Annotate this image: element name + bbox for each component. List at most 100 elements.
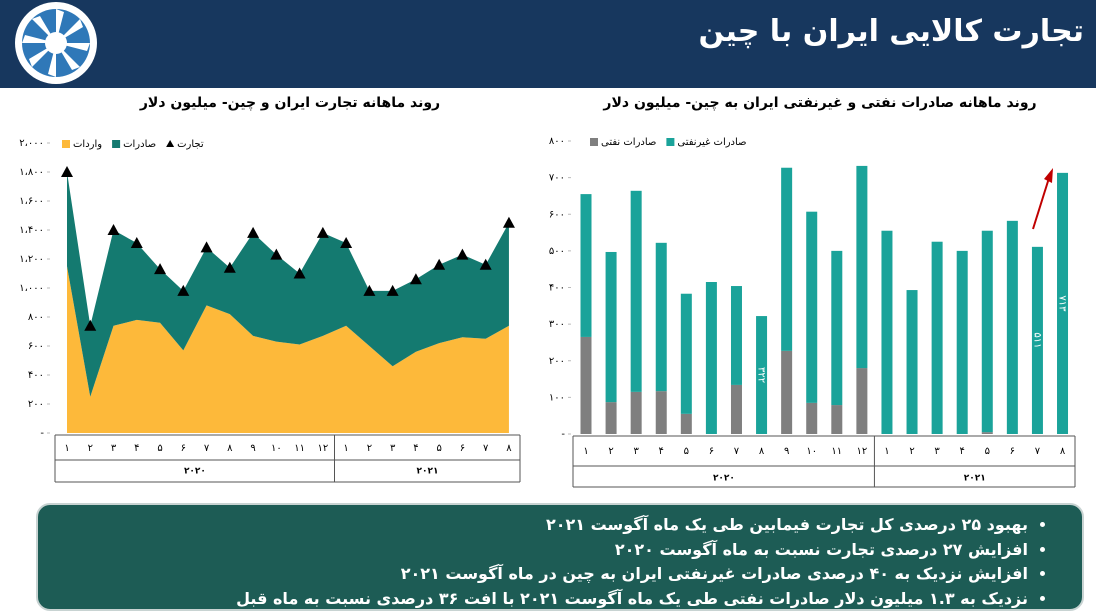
trade-marker xyxy=(316,226,329,238)
charts: روند ماهانه تجارت ایران و چین- میلیون دل… xyxy=(19,95,1076,488)
x-tick-label: ۵ xyxy=(436,443,441,454)
arrow-head xyxy=(1044,168,1053,183)
legend-label: واردات xyxy=(73,139,102,150)
y-tick-label: ۶۰۰ xyxy=(28,341,44,352)
x-tick-label: ۳ xyxy=(390,443,396,454)
value-label: ۷۱۳ xyxy=(1057,295,1068,312)
note-item: افزایش ۲۷ درصدی تجارت نسبت به ماه آگوست … xyxy=(38,538,1028,563)
y-tick-label: ۲،۰۰۰ xyxy=(19,138,44,149)
y-tick-label: ۱،۴۰۰ xyxy=(19,225,44,236)
bar xyxy=(605,251,617,403)
y-tick-label: ۸۰۰ xyxy=(28,312,44,323)
bar xyxy=(605,402,617,434)
area xyxy=(67,266,509,433)
note-item: بهبود ۲۵ درصدی کل تجارت فیمابین طی یک ما… xyxy=(38,513,1028,538)
x-tick-label: ۷ xyxy=(734,446,740,457)
x-tick-label: ۷ xyxy=(1035,446,1041,457)
bar xyxy=(655,391,667,434)
x-group-label: ۲۰۲۱ xyxy=(964,474,986,484)
x-tick-label: ۸ xyxy=(506,443,512,454)
bar xyxy=(856,165,868,369)
bar xyxy=(956,250,968,434)
logo xyxy=(15,2,97,84)
x-tick-label: ۴ xyxy=(413,443,418,454)
x-tick-label: ۳ xyxy=(111,443,117,454)
x-group-label: ۲۰۲۰ xyxy=(184,467,206,477)
bar xyxy=(781,167,793,351)
note-item: نزدیک به ۱.۳ میلیون دلار صادرات نفتی طی … xyxy=(38,587,1028,612)
y-tick-label: ۱،۸۰۰ xyxy=(19,167,44,178)
trade-marker xyxy=(130,237,143,249)
bar xyxy=(580,194,592,337)
y-tick-label: - xyxy=(40,428,44,439)
legend-swatch xyxy=(62,140,70,148)
x-tick-label: ۹ xyxy=(784,446,789,457)
x-tick-label: ۱ xyxy=(64,443,69,454)
trade-marker xyxy=(363,284,376,296)
legend-swatch xyxy=(112,140,121,148)
x-group-label: ۲۰۲۱ xyxy=(417,467,439,477)
bar xyxy=(630,391,642,434)
x-tick-label: ۷ xyxy=(204,443,210,454)
bar xyxy=(981,230,993,433)
y-tick-label: ۵۰۰ xyxy=(549,246,565,257)
x-tick-label: ۳ xyxy=(934,446,940,457)
x-tick-label: ۶ xyxy=(1010,446,1015,457)
bar xyxy=(680,293,692,414)
x-tick-label: ۸ xyxy=(759,446,765,457)
x-tick-label: ۲ xyxy=(88,443,93,454)
y-tick-label: ۱۰۰ xyxy=(549,392,565,403)
bar xyxy=(906,290,918,434)
x-tick-label: ۱۰ xyxy=(271,443,282,454)
bar xyxy=(806,402,818,434)
legend-label: صادرات نفتی xyxy=(601,137,656,148)
x-tick-label: ۱۱ xyxy=(294,443,305,454)
x-tick-label: ۱۲ xyxy=(857,446,868,457)
value-label: ۳۲۲ xyxy=(756,367,767,383)
x-tick-label: ۸ xyxy=(227,443,233,454)
legend-swatch xyxy=(590,138,598,146)
x-tick-label: ۳ xyxy=(633,446,639,457)
trade-marker xyxy=(61,166,73,177)
trade-marker xyxy=(200,241,213,253)
trade-marker xyxy=(247,226,260,238)
bar xyxy=(1057,172,1069,434)
bar xyxy=(705,282,717,434)
x-tick-label: ۴ xyxy=(659,446,664,457)
trade-marker xyxy=(433,258,446,270)
x-tick-label: ۵ xyxy=(985,446,990,457)
x-tick-label: ۴ xyxy=(134,443,139,454)
x-tick-label: ۱۱ xyxy=(831,446,842,457)
bar xyxy=(1006,220,1018,434)
trade-marker xyxy=(293,267,306,279)
chart-title: روند ماهانه صادرات نفتی و غیرنفتی ایران … xyxy=(602,95,1036,111)
y-tick-label: ۱،۶۰۰ xyxy=(19,196,44,207)
arrow xyxy=(1032,177,1050,230)
y-tick-label: ۸۰۰ xyxy=(549,136,565,147)
trade-marker xyxy=(409,273,422,285)
x-tick-label: ۶ xyxy=(709,446,714,457)
y-tick-label: ۴۰۰ xyxy=(28,370,44,381)
bar xyxy=(881,230,893,434)
x-tick-label: ۵ xyxy=(157,443,162,454)
trade-marker xyxy=(154,263,167,275)
legend-swatch xyxy=(166,140,175,147)
trade-marker xyxy=(223,261,236,273)
y-tick-label: ۷۰۰ xyxy=(549,173,565,184)
y-tick-label: ۶۰۰ xyxy=(549,209,565,220)
legend-label: صادرات xyxy=(123,139,156,150)
x-tick-label: ۶ xyxy=(181,443,186,454)
x-tick-label: ۱۰ xyxy=(806,446,817,457)
legend-label: صادرات غیرنفتی xyxy=(677,137,746,148)
bar xyxy=(630,190,642,392)
legend-swatch xyxy=(666,138,675,146)
trade-marker xyxy=(479,258,492,270)
y-tick-label: ۲۰۰ xyxy=(28,399,44,410)
x-tick-label: ۲ xyxy=(367,443,372,454)
trade-marker xyxy=(502,216,515,228)
bar xyxy=(580,336,592,434)
y-tick-label: ۱،۰۰۰ xyxy=(19,283,44,294)
value-label: ۵۱۱ xyxy=(1031,332,1042,348)
trade-marker xyxy=(270,248,283,260)
